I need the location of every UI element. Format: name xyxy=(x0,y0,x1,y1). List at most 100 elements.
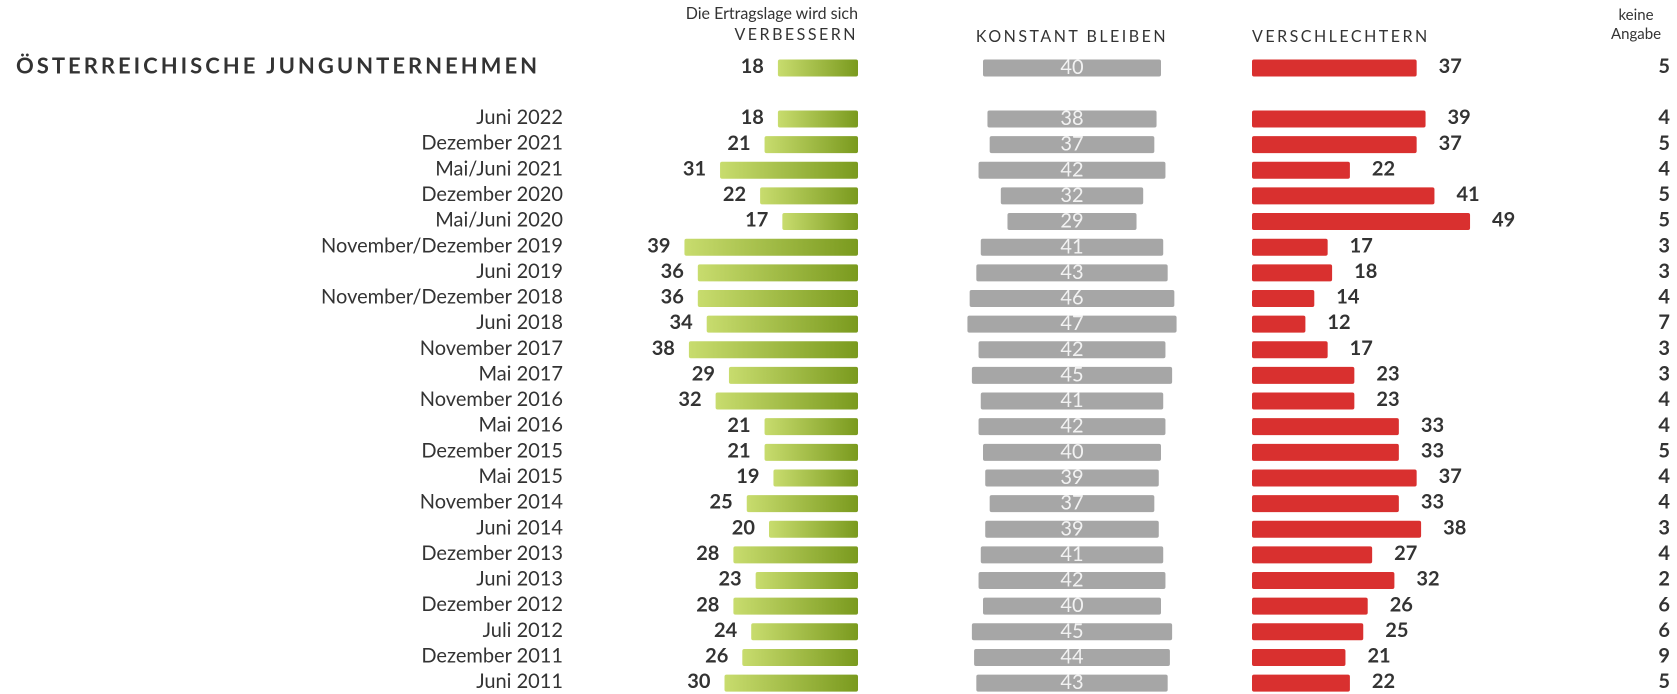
series-header: KONSTANT BLEIBEN xyxy=(976,27,1168,46)
category-label: Juni 2014 xyxy=(476,515,563,539)
value-label: 21 xyxy=(727,131,750,155)
category-label: Dezember 2015 xyxy=(421,438,563,462)
value-label: 25 xyxy=(1385,618,1408,642)
bar xyxy=(969,289,1175,307)
bar xyxy=(985,520,1159,538)
category-label: Dezember 2021 xyxy=(421,131,563,155)
category-label: Juni 2018 xyxy=(476,310,563,334)
bar xyxy=(980,392,1164,410)
value-label: 41 xyxy=(1060,542,1083,566)
bar xyxy=(764,136,858,154)
value-label: 28 xyxy=(696,541,719,565)
value-label: 22 xyxy=(723,182,746,206)
bar xyxy=(976,674,1168,692)
value-label: 41 xyxy=(1060,388,1083,412)
category-label: Juni 2022 xyxy=(476,105,563,129)
value-label: 40 xyxy=(1060,55,1083,79)
bar xyxy=(985,469,1159,487)
value-label: 3 xyxy=(1658,233,1670,257)
category-label: Dezember 2011 xyxy=(421,644,563,668)
value-label: 40 xyxy=(1060,593,1083,617)
bar xyxy=(967,315,1177,333)
category-label: Dezember 2020 xyxy=(421,182,563,206)
bar xyxy=(1252,495,1399,513)
bar xyxy=(1252,648,1346,666)
value-label: 31 xyxy=(683,156,706,180)
value-label: 4 xyxy=(1658,285,1670,309)
category-label: November 2016 xyxy=(420,387,563,411)
value-label: 24 xyxy=(714,618,738,642)
bar xyxy=(1000,187,1144,205)
bar xyxy=(1252,418,1399,436)
value-label: 21 xyxy=(727,438,750,462)
value-label: 26 xyxy=(705,644,728,668)
bar xyxy=(978,341,1166,359)
value-label: 37 xyxy=(1439,464,1462,488)
category-label: Mai 2017 xyxy=(478,361,563,385)
bar xyxy=(728,366,858,384)
value-label: 17 xyxy=(745,208,768,232)
bar xyxy=(1252,161,1350,179)
value-label: 39 xyxy=(1060,465,1083,489)
summary-label: ÖSTERREICHISCHE JUNGUNTERNEHMEN xyxy=(16,52,540,79)
category-label: November 2014 xyxy=(420,490,564,514)
value-label: 41 xyxy=(1060,234,1083,258)
bar xyxy=(1252,110,1426,128)
bar xyxy=(983,443,1161,461)
value-label: 46 xyxy=(1060,286,1083,310)
bar xyxy=(974,648,1170,666)
value-label: 42 xyxy=(1060,157,1083,181)
series-header: VERBESSERN xyxy=(734,25,858,44)
bar xyxy=(746,495,858,513)
bar xyxy=(1252,213,1471,231)
value-label: 26 xyxy=(1390,592,1413,616)
value-label: 6 xyxy=(1658,592,1670,616)
value-label: 32 xyxy=(1060,183,1083,207)
value-label: 6 xyxy=(1658,618,1670,642)
value-label: 39 xyxy=(1448,105,1471,129)
bar xyxy=(971,623,1173,641)
bar xyxy=(1252,289,1315,307)
bar xyxy=(1252,59,1417,77)
bar xyxy=(782,213,858,231)
bar xyxy=(1007,213,1137,231)
bar xyxy=(1252,572,1395,590)
bar xyxy=(978,572,1166,590)
category-label: November 2017 xyxy=(420,336,563,360)
value-label: 5 xyxy=(1658,182,1670,206)
bar xyxy=(1252,187,1435,205)
value-label: 30 xyxy=(687,669,711,693)
value-label: 18 xyxy=(741,105,764,129)
column-header: keine Angabe xyxy=(1610,6,1662,43)
bar xyxy=(983,597,1161,615)
value-label: 9 xyxy=(1658,644,1670,668)
value-label: 23 xyxy=(718,567,741,591)
value-label: 25 xyxy=(710,490,733,514)
value-label: 36 xyxy=(661,259,684,283)
bar xyxy=(764,418,858,436)
value-label: 38 xyxy=(1443,515,1466,539)
bar xyxy=(697,289,858,307)
value-label: 43 xyxy=(1060,260,1083,284)
bar xyxy=(1252,469,1417,487)
bar xyxy=(760,187,858,205)
value-label: 45 xyxy=(1060,362,1083,386)
bar xyxy=(1252,392,1355,410)
header-note: Die Ertragslage wird sich xyxy=(686,4,858,23)
value-label: 28 xyxy=(696,592,719,616)
value-label: 5 xyxy=(1658,669,1670,693)
value-label: 38 xyxy=(1060,106,1083,130)
value-label: 7 xyxy=(1658,310,1670,334)
value-label: 5 xyxy=(1658,438,1670,462)
value-label: 19 xyxy=(736,464,759,488)
value-label: 42 xyxy=(1060,414,1083,438)
value-label: 18 xyxy=(1354,259,1377,283)
bar xyxy=(751,623,858,641)
bar xyxy=(706,315,858,333)
value-label: 3 xyxy=(1658,259,1670,283)
bar xyxy=(983,59,1161,77)
value-label: 4 xyxy=(1658,156,1670,180)
value-label: 45 xyxy=(1060,619,1083,643)
